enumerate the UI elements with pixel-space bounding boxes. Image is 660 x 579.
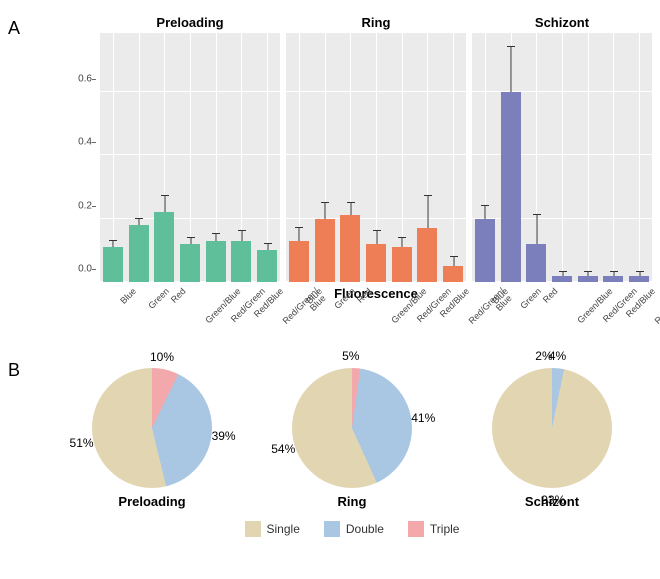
panel-label-a: A <box>8 18 20 39</box>
x-tick-label: Green <box>332 286 357 311</box>
x-tick-label: Red <box>541 286 560 305</box>
bar <box>180 244 200 282</box>
legend-swatch <box>245 521 261 537</box>
plot-area: BlueGreenRedGreen/BlueRed/GreenRed/BlueR… <box>100 33 280 282</box>
pie-wrap: 10%39%51% Preloading <box>67 368 237 509</box>
bar <box>129 225 149 282</box>
bar <box>392 247 412 282</box>
pie-slice-label: 4% <box>549 349 566 363</box>
legend-label: Triple <box>430 522 460 536</box>
pie-chart: 2%4%93% <box>492 368 612 488</box>
pie-slice-label: 39% <box>212 429 236 443</box>
facet: PreloadingBlueGreenRedGreen/BlueRed/Gree… <box>100 12 280 282</box>
y-axis: Proportion of parasitised cells 0.00.20.… <box>52 31 96 270</box>
bar-chart-facets: PreloadingBlueGreenRedGreen/BlueRed/Gree… <box>100 12 652 282</box>
facet-title: Schizont <box>472 12 652 33</box>
bar <box>315 219 335 282</box>
pie-wrap: 2%4%93%Schizont <box>467 368 637 509</box>
bar <box>475 219 495 282</box>
pie-slice-label: 93% <box>541 493 565 507</box>
facet: SchizontBlueGreenRedGreen/BlueRed/GreenR… <box>472 12 652 282</box>
bar <box>257 250 277 282</box>
x-tick-label: Blue <box>304 286 324 306</box>
y-tick-label: 0.0 <box>78 264 92 275</box>
plot-area: BlueGreenRedGreen/BlueRed/GreenRed/BlueR… <box>286 33 466 282</box>
y-tick-label: 0.6 <box>78 73 92 84</box>
plot-area: BlueGreenRedGreen/BlueRed/GreenRed/BlueR… <box>472 33 652 282</box>
pie-chart: 10%39%51% <box>92 368 212 488</box>
legend-label: Single <box>267 522 300 536</box>
pie-slice-label: 5% <box>342 349 359 363</box>
legend-swatch <box>408 521 424 537</box>
bar <box>289 241 309 282</box>
x-tick-label: Red <box>169 286 188 305</box>
pie-slice-label: 10% <box>150 350 174 364</box>
facet-title: Preloading <box>100 12 280 33</box>
pie-slice-label: 54% <box>271 442 295 456</box>
x-tick-label: Green <box>146 286 171 311</box>
pie-slice-label: 41% <box>411 411 435 425</box>
bar <box>526 244 546 282</box>
bar <box>417 228 437 282</box>
bar <box>231 241 251 282</box>
facet-title: Ring <box>286 12 466 33</box>
bar <box>103 247 123 282</box>
pie-legend: Single Double Triple <box>52 521 652 537</box>
pie-charts: 10%39%51% Preloading 5%41%54% Ring 2%4%93%Sc… <box>52 360 652 509</box>
legend-swatch <box>324 521 340 537</box>
panel-a: Proportion of parasitised cells 0.00.20.… <box>52 12 652 342</box>
panel-label-b: B <box>8 360 20 381</box>
facet: RingBlueGreenRedGreen/BlueRed/GreenRed/B… <box>286 12 466 282</box>
legend-item: Triple <box>408 521 460 537</box>
bar <box>366 244 386 282</box>
bar <box>340 215 360 282</box>
x-tick-label: Red <box>355 286 374 305</box>
y-tick-label: 0.2 <box>78 200 92 211</box>
bar <box>154 212 174 282</box>
pie-chart: 5%41%54% <box>292 368 412 488</box>
pie-slice-label: 51% <box>70 436 94 450</box>
pie-title: Ring <box>338 494 367 509</box>
pie-title: Preloading <box>118 494 185 509</box>
pie-wrap: 5%41%54% Ring <box>267 368 437 509</box>
x-tick-label: Green <box>518 286 543 311</box>
x-tick-label: Blue <box>490 286 510 306</box>
bar <box>501 92 521 282</box>
x-tick-label: Blue <box>118 286 138 306</box>
legend-label: Double <box>346 522 384 536</box>
bar <box>443 266 463 282</box>
panel-b: 10%39%51% Preloading 5%41%54% Ring 2%4%93%Sc… <box>52 360 652 570</box>
y-tick-label: 0.4 <box>78 137 92 148</box>
bar <box>206 241 226 282</box>
legend-item: Single <box>245 521 300 537</box>
legend-item: Double <box>324 521 384 537</box>
